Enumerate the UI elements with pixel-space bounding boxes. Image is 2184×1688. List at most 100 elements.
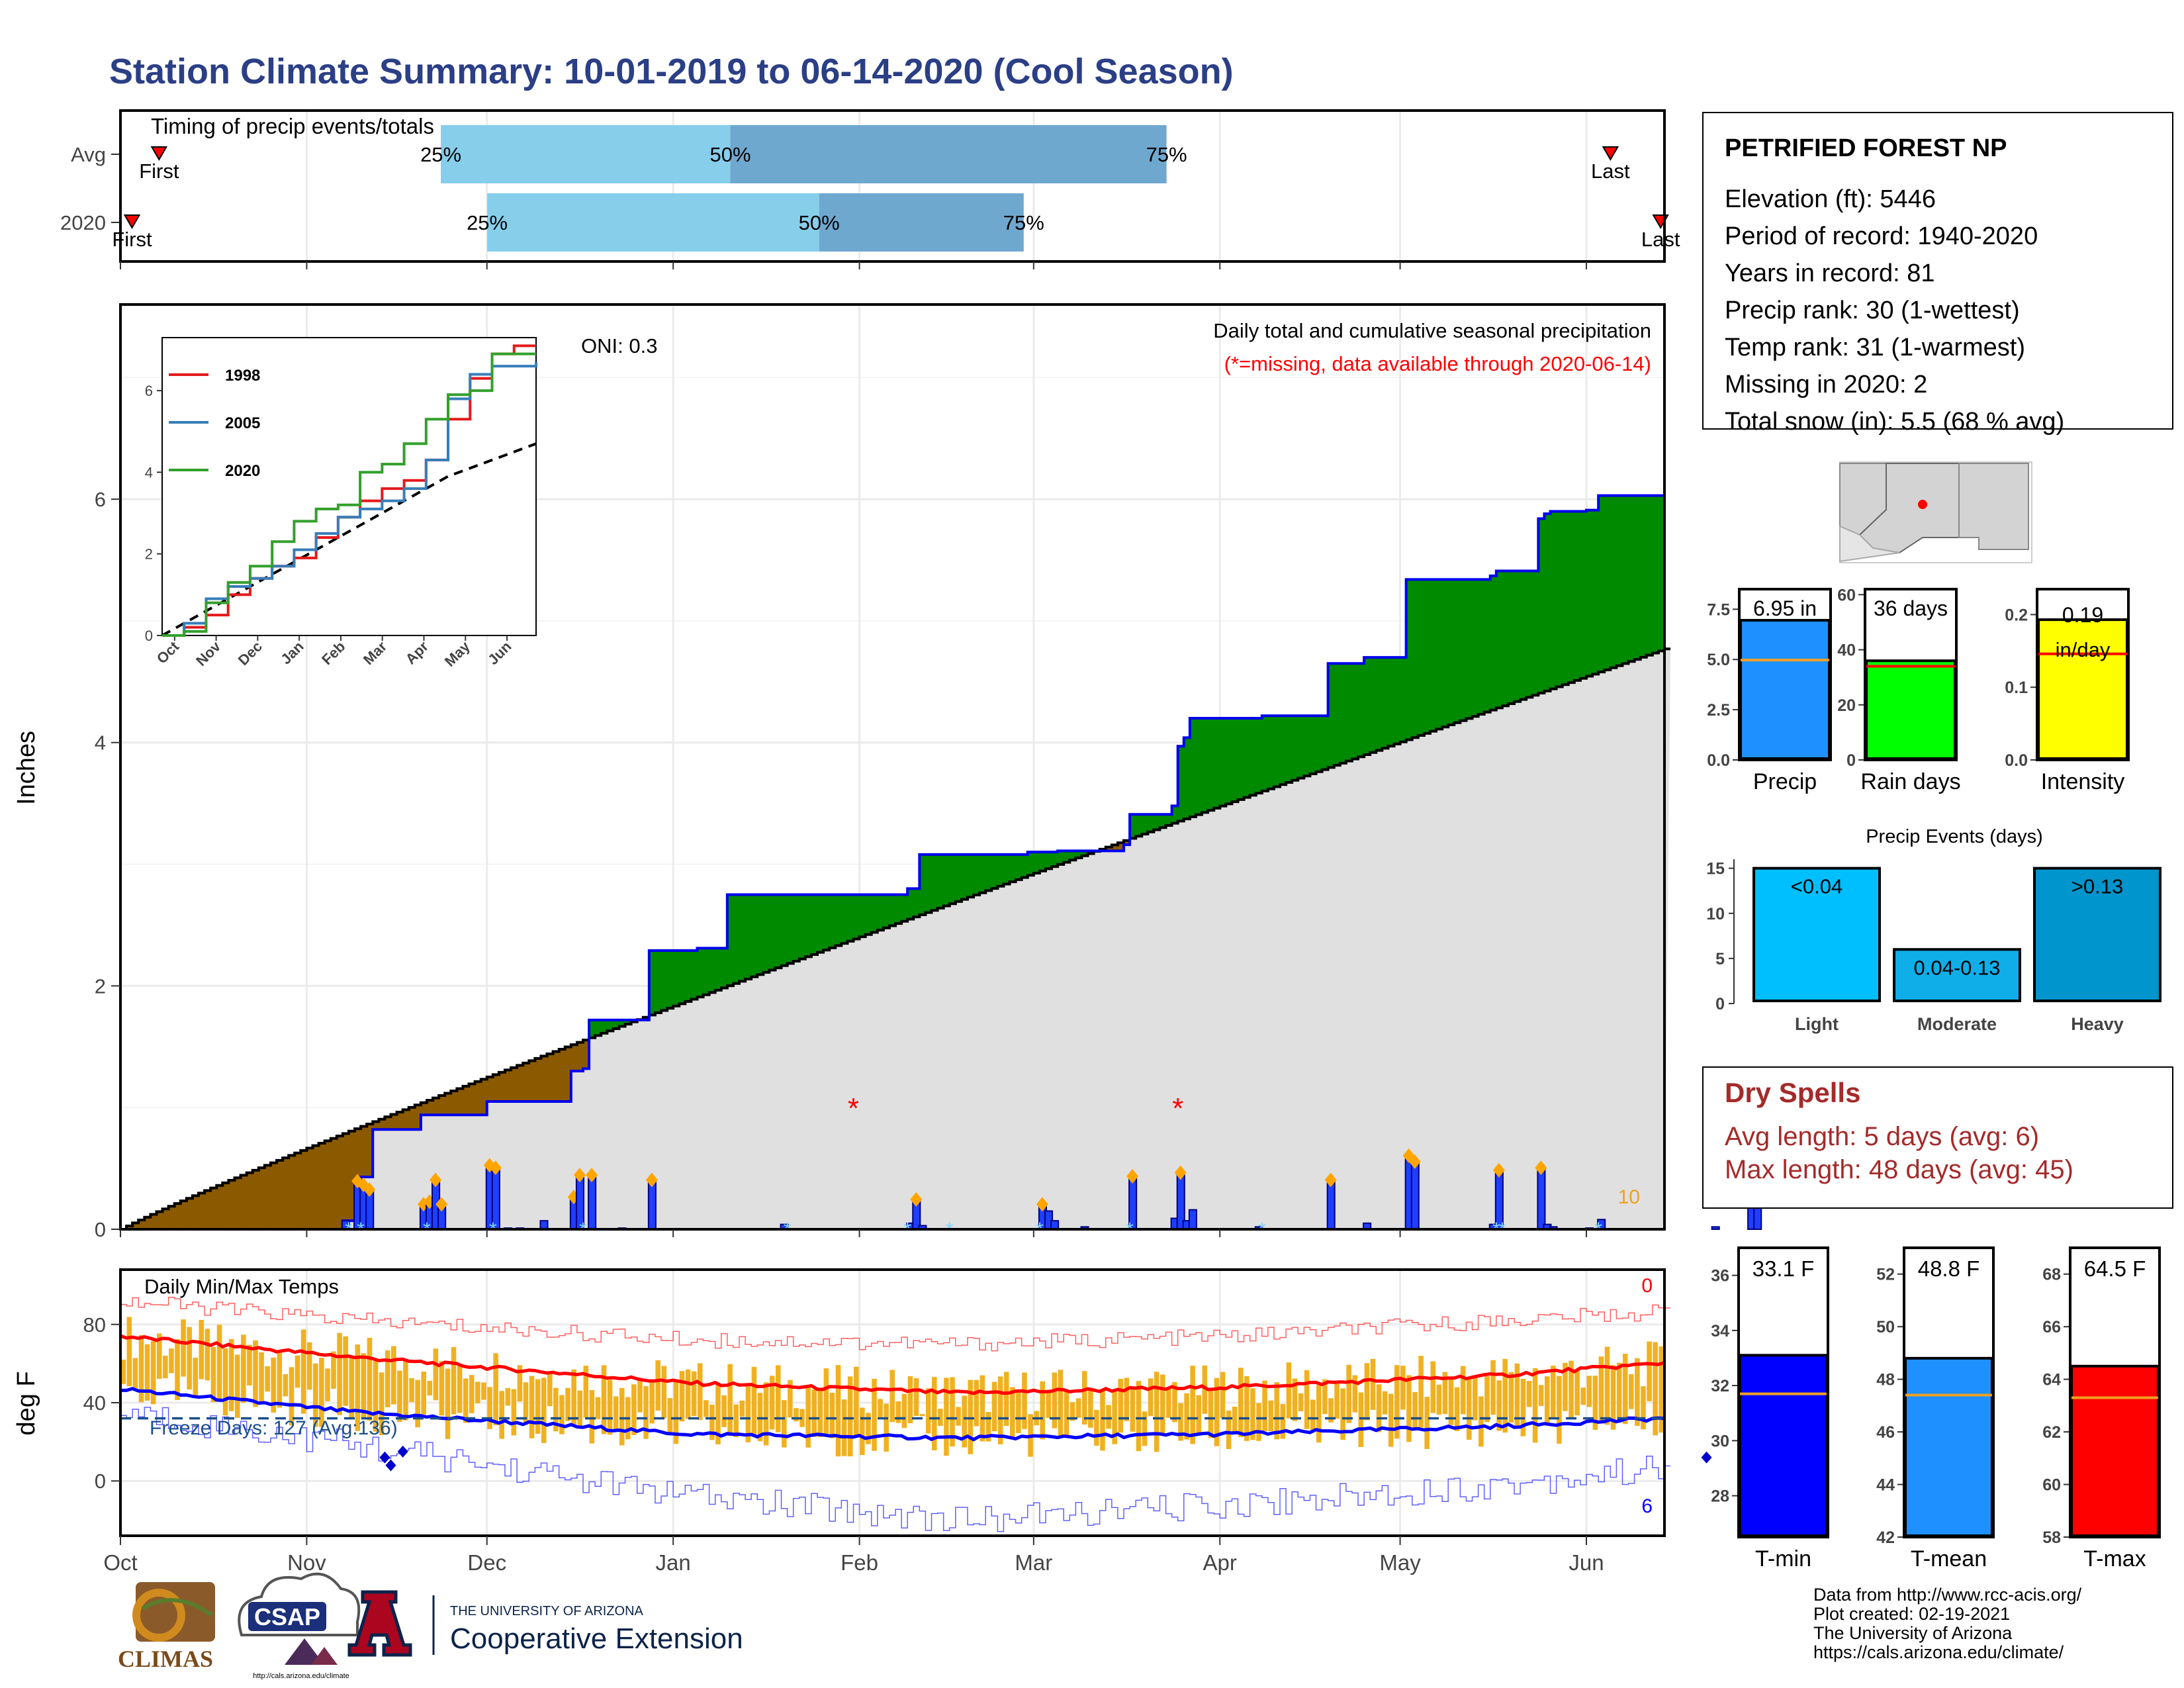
daily-temp-range-bar [1286,1362,1292,1419]
daily-temp-range-bar [216,1325,222,1399]
gauge-tick-label: 20 [1837,696,1856,715]
surplus-band [805,894,812,957]
deficit-band [469,1084,476,1115]
deficit-band [529,1060,535,1102]
daily-temp-range-bar [601,1365,607,1434]
inset-legend-label: 2005 [225,414,260,432]
daily-temp-range-bar [228,1338,234,1411]
daily-temp-range-bar [577,1390,582,1429]
surplus-band [1556,511,1563,687]
deficit-band [199,1193,205,1229]
daily-temp-range-bar [1003,1372,1009,1427]
surplus-band [895,894,902,924]
daily-temp-range-bar [1172,1382,1177,1423]
surplus-band [655,951,662,1013]
daily-temp-range-bar [1268,1400,1273,1432]
daily-temp-range-bar [1226,1410,1232,1449]
deficit-band [252,1170,259,1229]
daily-temp-range-bar [210,1346,216,1403]
daily-temp-range-bar [739,1400,745,1417]
gauge-value-text: 36 days [1874,596,1948,620]
timing-row-Avg: 25% 50% 75% First Last Avg [71,125,1630,183]
deficit-band [373,1121,379,1130]
daily-temp-range-bar [1448,1378,1454,1425]
gauge-tick-label: 32 [1711,1377,1729,1395]
daily-temp-range-bar [817,1389,823,1437]
daily-temp-range-bar [469,1375,475,1413]
daily-temp-range-bar [925,1388,931,1434]
daily-temp-range-bar [277,1350,283,1408]
deficit-band [132,1223,139,1229]
deficit-band [445,1093,451,1115]
gauge-tick-label: 62 [2042,1423,2061,1442]
daily-temp-range-bar [337,1333,342,1415]
daily-temp-range-bar [1322,1379,1328,1415]
deficit-band [535,1058,542,1102]
surplus-band [703,948,710,995]
daily-temp-range-bar [1544,1376,1550,1424]
deficit-band [289,1155,295,1229]
daily-temp-range-bar [1370,1358,1376,1410]
deficit-band [168,1206,175,1229]
deficit-band [162,1209,169,1229]
daily-temp-range-bar [1557,1376,1562,1444]
daily-temp-range-bar [247,1344,252,1385]
timing-q50-label: 50% [710,143,751,166]
surplus-band [1544,514,1551,691]
month-tick-label: Feb [841,1550,878,1575]
csap-logo-text: CSAP [254,1603,320,1630]
daily-temp-range-bar [463,1378,469,1423]
daily-temp-range-bar [331,1351,336,1389]
gauge-label: Intensity [2041,769,2125,794]
daily-temp-range-bar [655,1360,661,1411]
events-bar-category-label: Heavy [2071,1014,2124,1034]
surplus-band [1454,579,1461,723]
daily-temp-range-bar [481,1382,486,1400]
record-high-count: 0 [1641,1275,1653,1297]
daily-temp-range-bar [241,1335,246,1403]
gauge-value-bar [1739,1354,1828,1538]
daily-temp-range-bar [1010,1387,1015,1437]
surplus-band [853,894,860,939]
surplus-band [841,894,848,944]
station-info-line: Missing in 2020: 2 [1725,371,1927,399]
daily-temp-range-bar [1088,1387,1093,1428]
gauge-tick-label: 68 [2042,1266,2061,1284]
deficit-band [306,1148,314,1229]
daily-temp-range-bar [1508,1372,1514,1423]
daily-temp-range-bar [1479,1396,1484,1447]
inset-y-tick-label: 6 [145,383,153,399]
deficit-band [475,1081,482,1115]
daily-temp-range-bar [259,1352,264,1403]
surplus-band [1634,495,1641,660]
csap-logo: CSAP http://cals.arizona.edu/climate [238,1572,361,1680]
daily-temp-range-bar [1244,1376,1250,1441]
surplus-band [817,894,824,953]
surplus-band [1202,718,1208,813]
surplus-band [1538,518,1545,694]
station-info-line: Temp rank: 31 (1-warmest) [1725,334,2025,361]
gauge-tick-label: 64 [2042,1371,2061,1389]
daily-temp-range-bar [1659,1346,1664,1433]
daily-temp-range-bar [385,1350,390,1407]
gauge-value-text: 0.19 [2062,603,2103,627]
surplus-band [931,854,938,911]
surplus-band [1286,716,1293,782]
deficit-band [523,1062,529,1102]
deficit-band [300,1150,308,1229]
surplus-band [1171,806,1179,823]
surplus-band [745,894,752,979]
surplus-band [1628,495,1635,662]
month-tick-label: Oct [103,1550,137,1575]
surplus-band [937,854,944,908]
timing-last-label: Last [1641,228,1680,251]
deficit-band [222,1182,230,1229]
daily-temp-range-bar [1262,1380,1267,1431]
freeze-days-label: Freeze Days: 127 (Avg:136) [150,1417,398,1439]
surplus-band [1334,663,1341,766]
surplus-band [787,894,794,964]
daily-temp-range-bar [691,1371,697,1417]
daily-temp-range-bar [271,1357,277,1413]
daily-temp-range-bar [811,1389,817,1437]
